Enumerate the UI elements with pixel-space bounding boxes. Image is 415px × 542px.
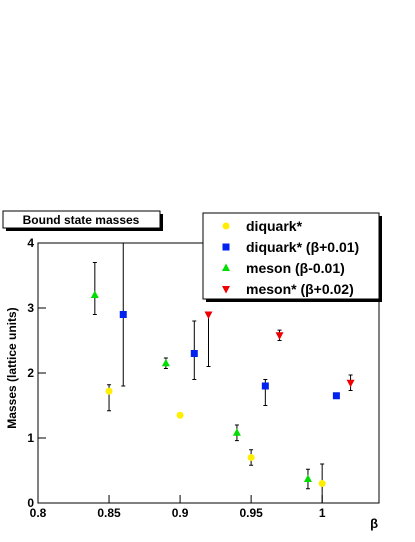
error-bar xyxy=(92,262,97,315)
point xyxy=(204,311,213,319)
y-tick-label: 4 xyxy=(27,236,34,250)
x-axis-label: β xyxy=(370,516,378,531)
point xyxy=(105,387,113,395)
y-tick-label: 3 xyxy=(27,301,34,315)
legend-marker xyxy=(222,243,230,251)
point xyxy=(90,290,99,298)
point xyxy=(275,332,284,340)
legend-box xyxy=(202,212,380,300)
x-tick-label: 0.9 xyxy=(172,506,189,520)
x-tick-label: 0.8 xyxy=(30,506,47,520)
legend-label: diquark* (β+0.01) xyxy=(246,239,359,255)
point xyxy=(119,311,127,318)
x-tick-label: 0.85 xyxy=(97,506,121,520)
legend xyxy=(202,212,382,302)
point xyxy=(161,358,170,367)
legend-marker xyxy=(222,263,230,271)
x-tick-label: 1 xyxy=(319,506,326,520)
legend-marker xyxy=(222,222,230,230)
error-bar xyxy=(206,314,211,367)
y-tick-label: 1 xyxy=(27,431,34,445)
legend-marker xyxy=(222,286,230,294)
y-axis-label: Masses (lattice units) xyxy=(5,307,19,428)
point xyxy=(190,350,198,357)
point xyxy=(247,454,255,461)
point xyxy=(176,411,184,419)
point xyxy=(303,474,312,482)
point xyxy=(261,382,269,390)
point xyxy=(332,392,340,400)
legend-label: meson* (β+0.02) xyxy=(246,281,354,297)
x-tick-label: 0.95 xyxy=(239,506,263,520)
point xyxy=(318,480,326,487)
point xyxy=(346,379,355,388)
legend-label: meson (β-0.01) xyxy=(246,260,345,276)
point xyxy=(232,428,241,436)
y-tick-label: 0 xyxy=(27,496,34,510)
chart-title: Bound state masses xyxy=(23,213,140,227)
title-box xyxy=(2,210,161,229)
y-tick-label: 2 xyxy=(27,366,34,380)
legend-label: diquark* xyxy=(246,218,303,234)
